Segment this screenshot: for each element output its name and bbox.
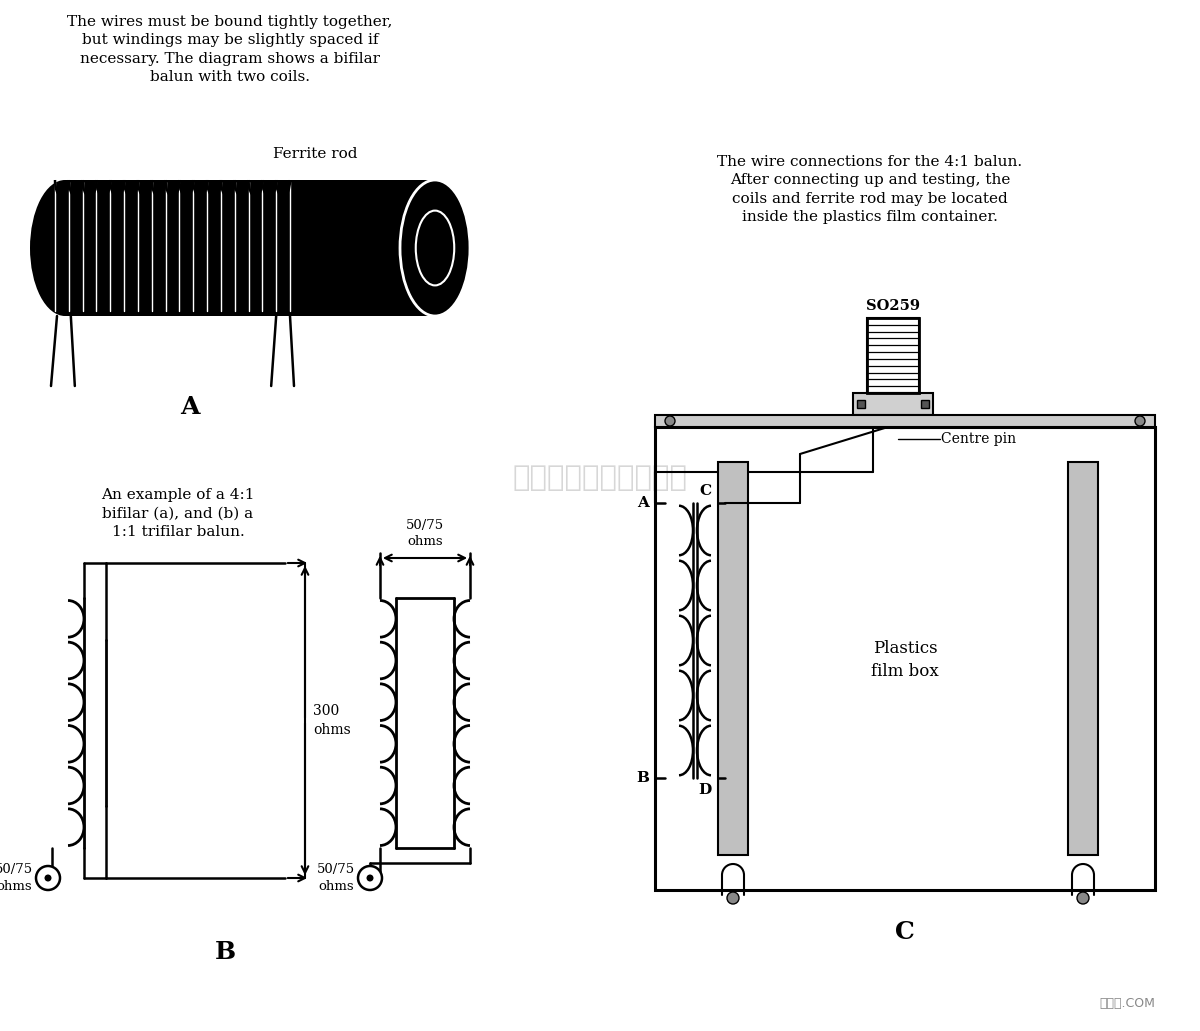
Text: 50/75
ohms: 50/75 ohms [0,864,34,893]
Text: Ferrite rod: Ferrite rod [272,147,358,161]
Circle shape [1135,415,1145,426]
Ellipse shape [415,210,455,286]
Bar [922,400,929,408]
Text: 300
ohms: 300 ohms [313,704,350,737]
Text: D: D [698,783,712,797]
Text: C: C [895,920,914,944]
Bar [655,427,1154,890]
Text: B: B [636,771,649,785]
Circle shape [358,866,382,890]
Bar [718,462,748,855]
Bar [857,400,865,408]
Text: Plastics
film box: Plastics film box [871,640,938,680]
Text: An example of a 4:1
bifilar (a), and (b) a
1:1 trifilar balun.: An example of a 4:1 bifilar (a), and (b)… [101,488,254,539]
Text: C: C [700,484,712,498]
Text: 50/75
ohms: 50/75 ohms [317,864,355,893]
Bar [866,318,919,393]
Ellipse shape [400,180,470,315]
Text: Centre pin: Centre pin [941,432,1016,446]
Text: 杭州将睽科技有限公司: 杭州将睽科技有限公司 [512,464,688,492]
Circle shape [665,415,674,426]
Circle shape [1078,892,1090,904]
Text: A: A [180,395,199,419]
Text: B: B [215,940,235,964]
Circle shape [366,874,373,882]
Bar [853,393,934,415]
Text: The wire connections for the 4:1 balun.
After connecting up and testing, the
coi: The wire connections for the 4:1 balun. … [718,155,1022,224]
Circle shape [727,892,739,904]
Circle shape [44,874,52,882]
Text: The wires must be bound tightly together,
but windings may be slightly spaced if: The wires must be bound tightly together… [67,15,392,85]
Bar [866,318,919,393]
Text: 50/75
ohms: 50/75 ohms [406,519,444,548]
Text: SO259: SO259 [866,299,920,313]
Ellipse shape [30,180,100,315]
Bar [65,180,436,315]
Bar [1068,462,1098,855]
Text: 接线图.COM: 接线图.COM [1099,997,1154,1010]
Bar [655,415,1154,427]
Circle shape [36,866,60,890]
Text: A: A [637,496,649,510]
